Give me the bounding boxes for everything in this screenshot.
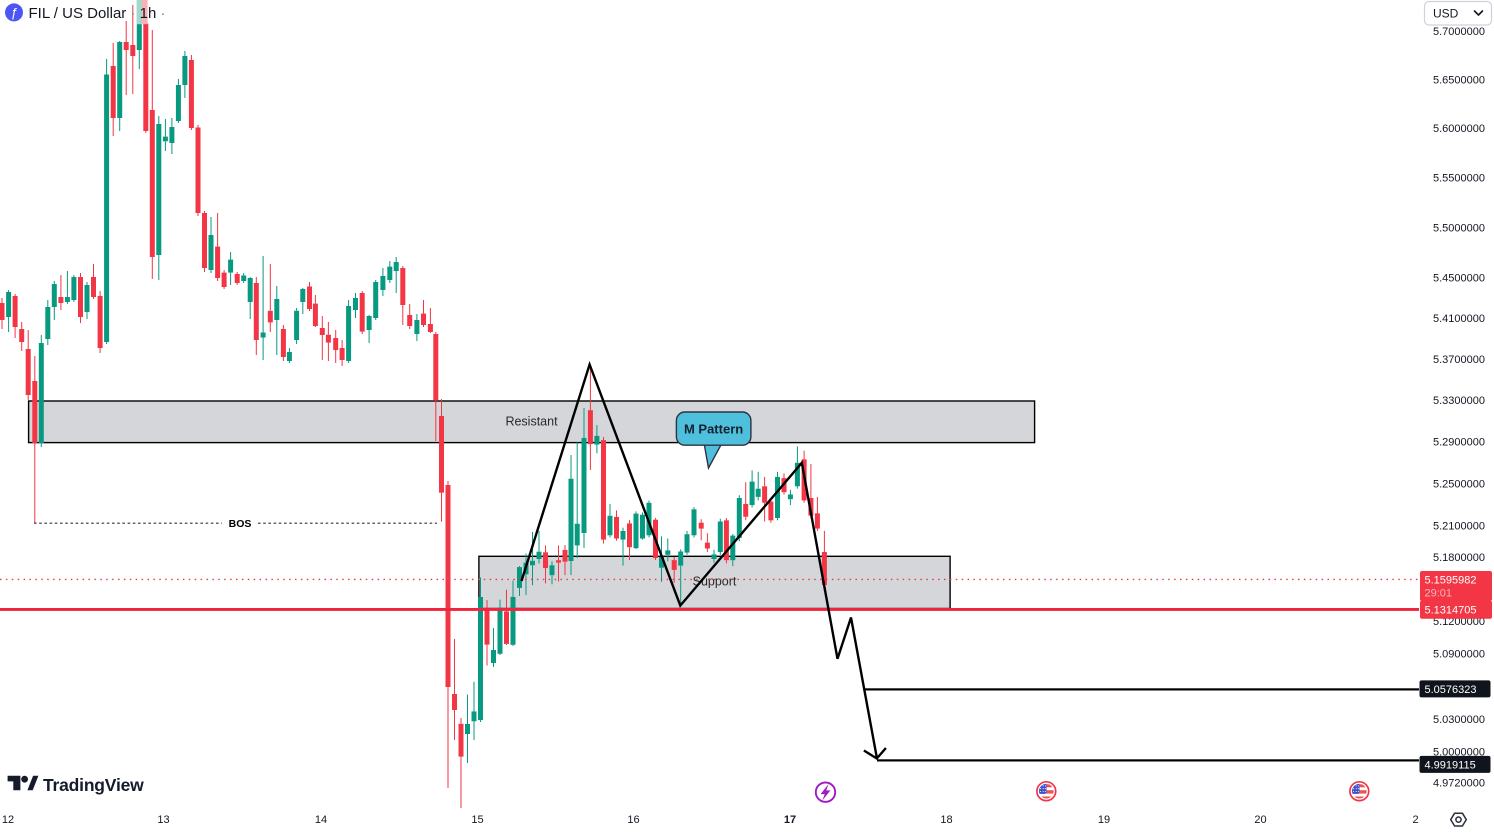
svg-text:5.0576323: 5.0576323 xyxy=(1425,684,1477,696)
svg-text:16: 16 xyxy=(627,814,639,826)
svg-text:5.2900000: 5.2900000 xyxy=(1433,437,1485,449)
svg-text:13: 13 xyxy=(157,814,169,826)
svg-text:5.5000000: 5.5000000 xyxy=(1433,222,1485,234)
svg-text:USD: USD xyxy=(1433,7,1459,21)
svg-text:19: 19 xyxy=(1098,814,1110,826)
svg-text:5.2100000: 5.2100000 xyxy=(1433,520,1485,532)
svg-text:BOS: BOS xyxy=(229,518,252,530)
svg-text:FIL / US Dollar · 1h ·: FIL / US Dollar · 1h · xyxy=(29,5,166,22)
svg-text:4.9919115: 4.9919115 xyxy=(1425,759,1476,771)
svg-text:5.4100000: 5.4100000 xyxy=(1433,313,1485,325)
svg-text:5.1800000: 5.1800000 xyxy=(1433,552,1485,564)
svg-text:Resistant: Resistant xyxy=(505,415,558,429)
svg-text:5.7000000: 5.7000000 xyxy=(1433,26,1485,38)
svg-text:5.3300000: 5.3300000 xyxy=(1433,395,1485,407)
svg-text:29:01: 29:01 xyxy=(1425,587,1453,599)
svg-text:5.5500000: 5.5500000 xyxy=(1433,173,1485,185)
svg-text:5.2500000: 5.2500000 xyxy=(1433,478,1485,490)
svg-text:20: 20 xyxy=(1254,814,1266,826)
svg-text:4.9720000: 4.9720000 xyxy=(1433,778,1485,790)
svg-text:2: 2 xyxy=(1413,814,1419,826)
svg-text:ƒ: ƒ xyxy=(10,5,17,20)
svg-text:TradingView: TradingView xyxy=(43,775,144,795)
svg-text:M Pattern: M Pattern xyxy=(684,422,743,437)
svg-text:5.1595982: 5.1595982 xyxy=(1425,574,1477,586)
svg-text:17: 17 xyxy=(784,814,796,826)
svg-text:15: 15 xyxy=(471,814,483,826)
svg-text:5.4500000: 5.4500000 xyxy=(1433,273,1485,285)
svg-text:5.0000000: 5.0000000 xyxy=(1433,747,1485,759)
svg-text:5.6000000: 5.6000000 xyxy=(1433,123,1485,135)
svg-text:5.0900000: 5.0900000 xyxy=(1433,649,1485,661)
svg-text:5.3700000: 5.3700000 xyxy=(1433,354,1485,366)
svg-text:18: 18 xyxy=(940,814,952,826)
svg-text:14: 14 xyxy=(315,814,327,826)
svg-text:5.1314705: 5.1314705 xyxy=(1425,605,1477,617)
svg-text:5.1200000: 5.1200000 xyxy=(1433,616,1485,628)
svg-text:5.6500000: 5.6500000 xyxy=(1433,74,1485,86)
svg-text:12: 12 xyxy=(2,814,14,826)
svg-text:5.0300000: 5.0300000 xyxy=(1433,714,1485,726)
